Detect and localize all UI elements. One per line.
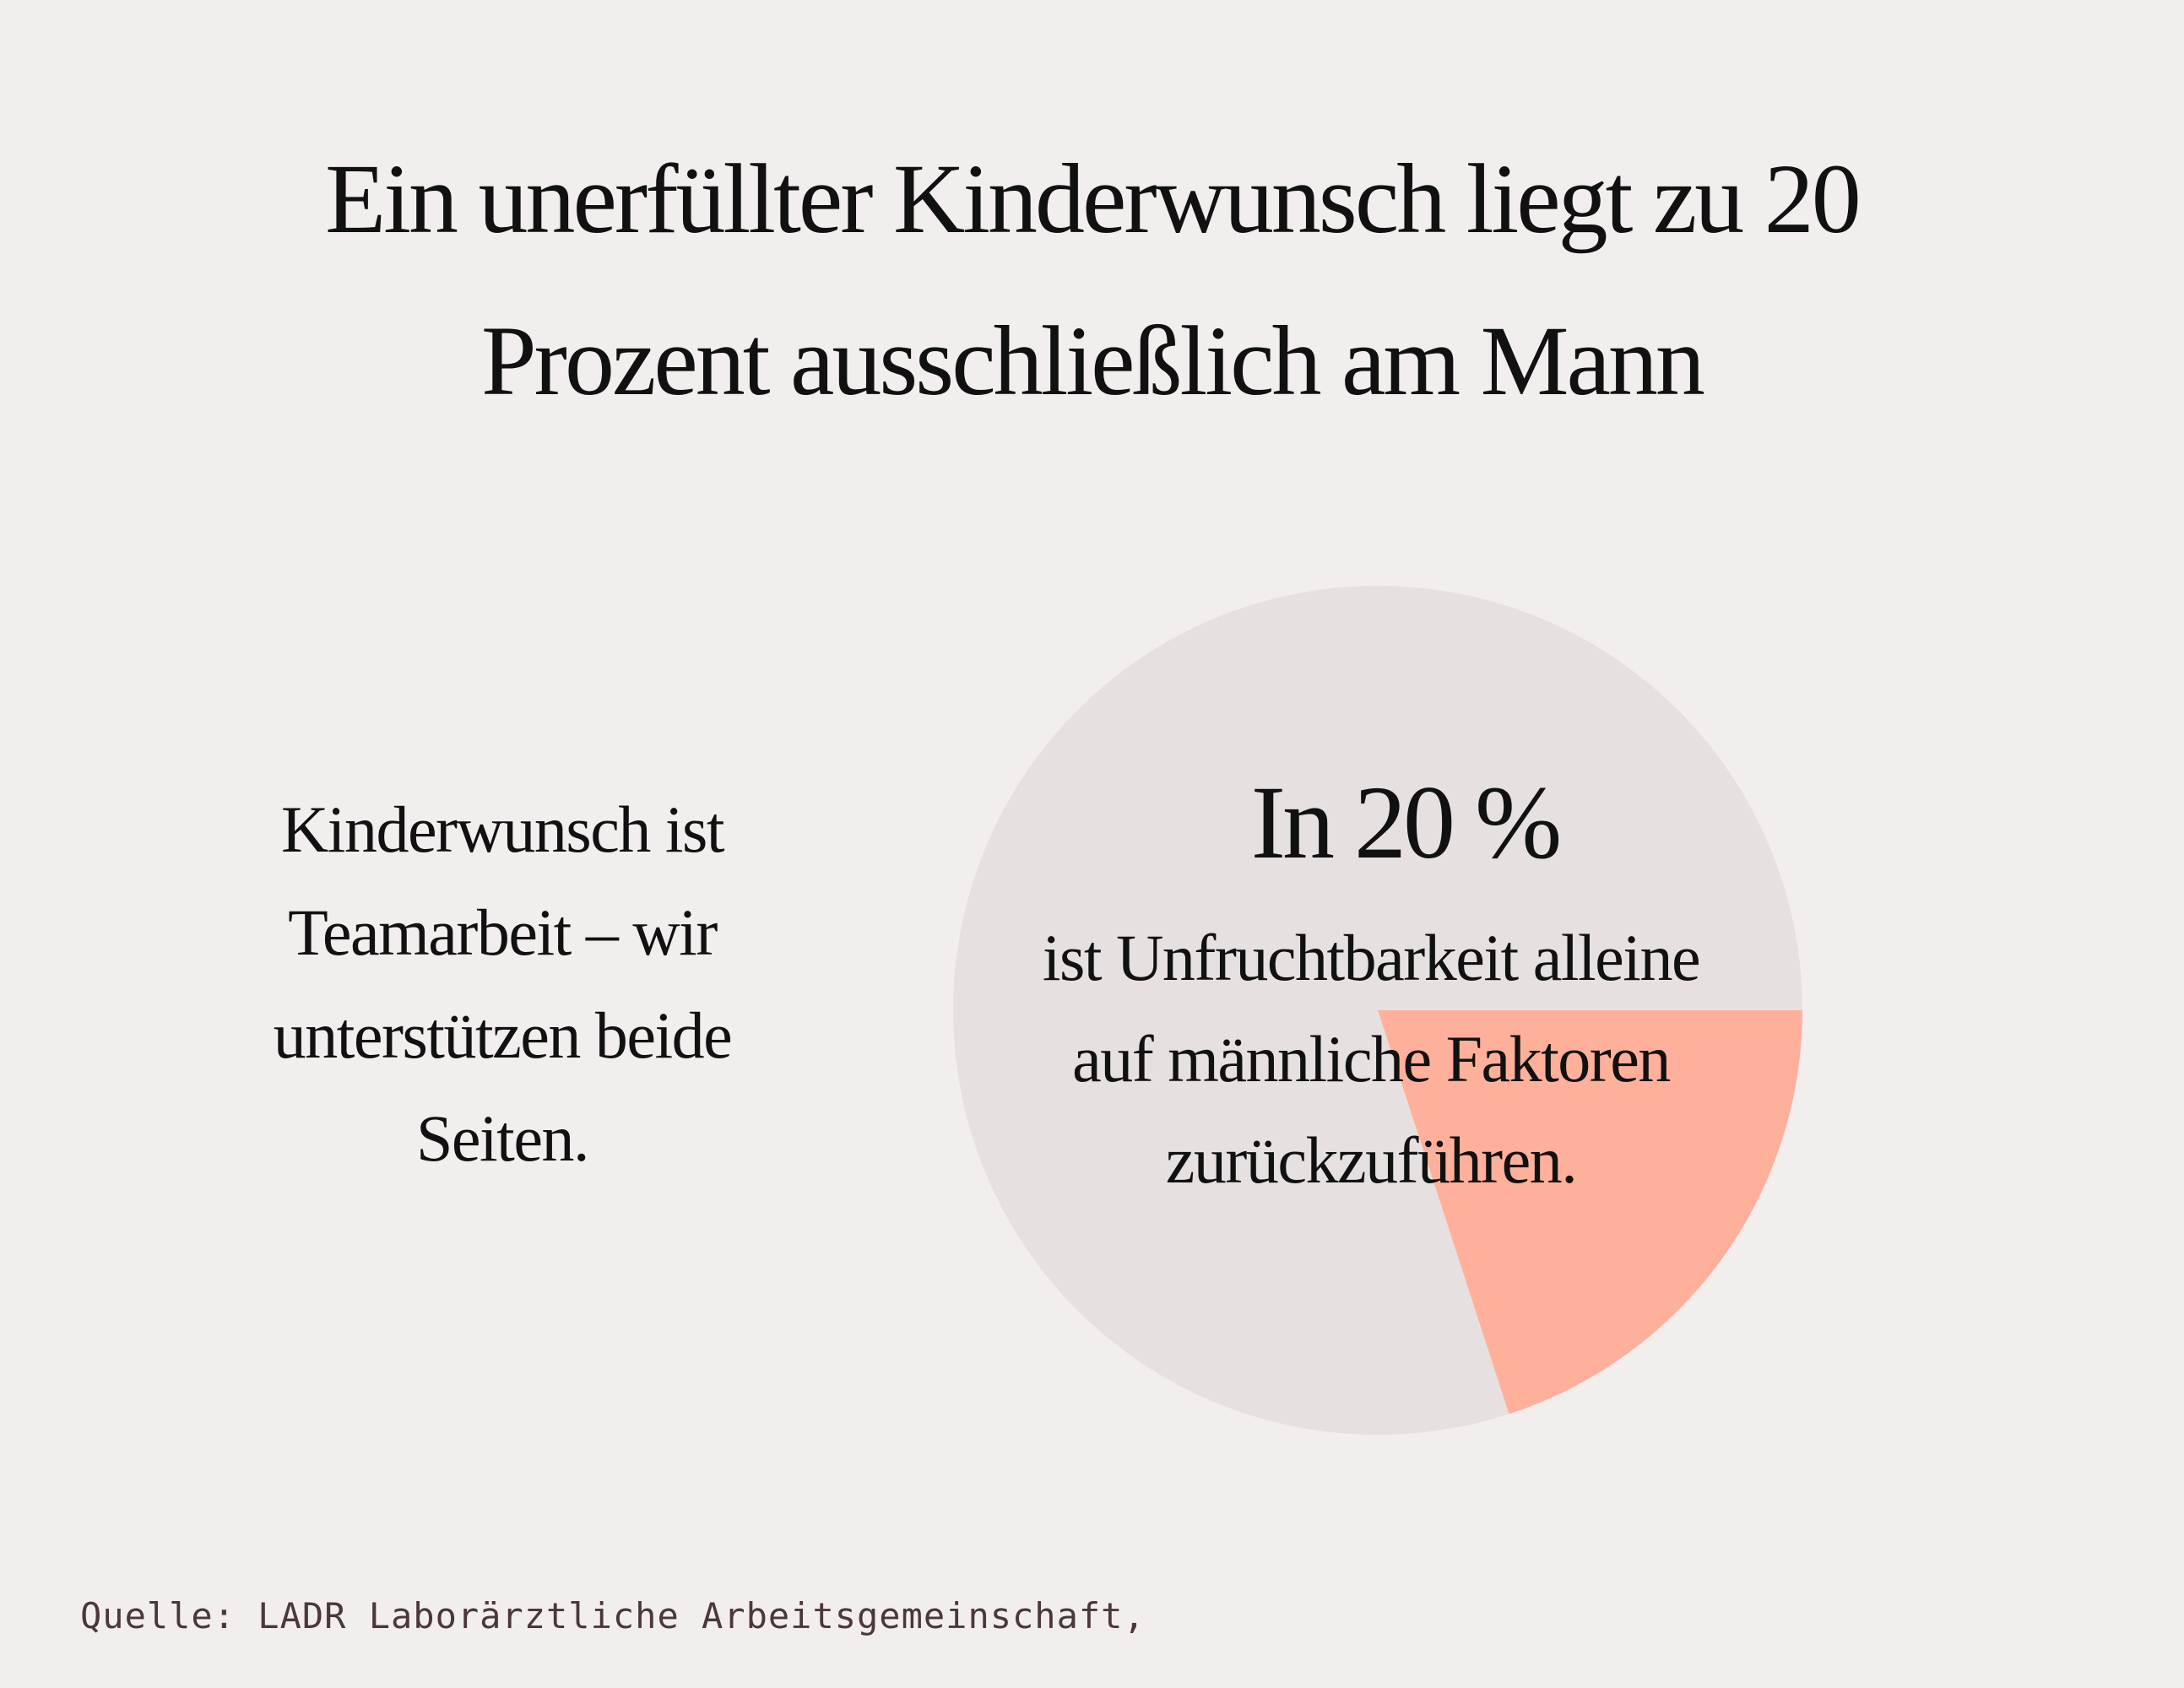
page-title: Ein unerfüllter Kinderwunsch liegt zu 20… (0, 118, 2184, 442)
pie-slice-2 (952, 586, 1802, 1435)
pie-headline: In 20 % (1250, 765, 1563, 880)
pie-slice-1 (1378, 1010, 1802, 1415)
side-text-line-1: Kinderwunsch ist (280, 793, 725, 866)
side-text-line-2: Teamarbeit – wir (288, 895, 718, 969)
side-text-line-4: Seiten. (416, 1101, 589, 1175)
title-line-1: Ein unerfüllter Kinderwunsch liegt zu 20 (325, 143, 1862, 254)
pie-caption-line-2: auf männliche Faktoren (1072, 1022, 1671, 1096)
source-note: Quelle: LADR Laborärztliche Arbeitsgemei… (80, 1595, 1146, 1637)
side-text-line-3: unterstützen beide (273, 998, 733, 1072)
title-line-2: Prozent ausschließlich am Mann (481, 306, 1705, 416)
pie-caption-line-1: ist Unfruchtbarkeit alleine (1042, 921, 1701, 994)
side-text: Kinderwunsch ist Teamarbeit – wir unters… (160, 778, 844, 1190)
pie-caption: ist Unfruchtbarkeit alleine auf männlich… (949, 907, 1793, 1211)
pie-caption-line-3: zurückzuführen. (1165, 1123, 1578, 1197)
